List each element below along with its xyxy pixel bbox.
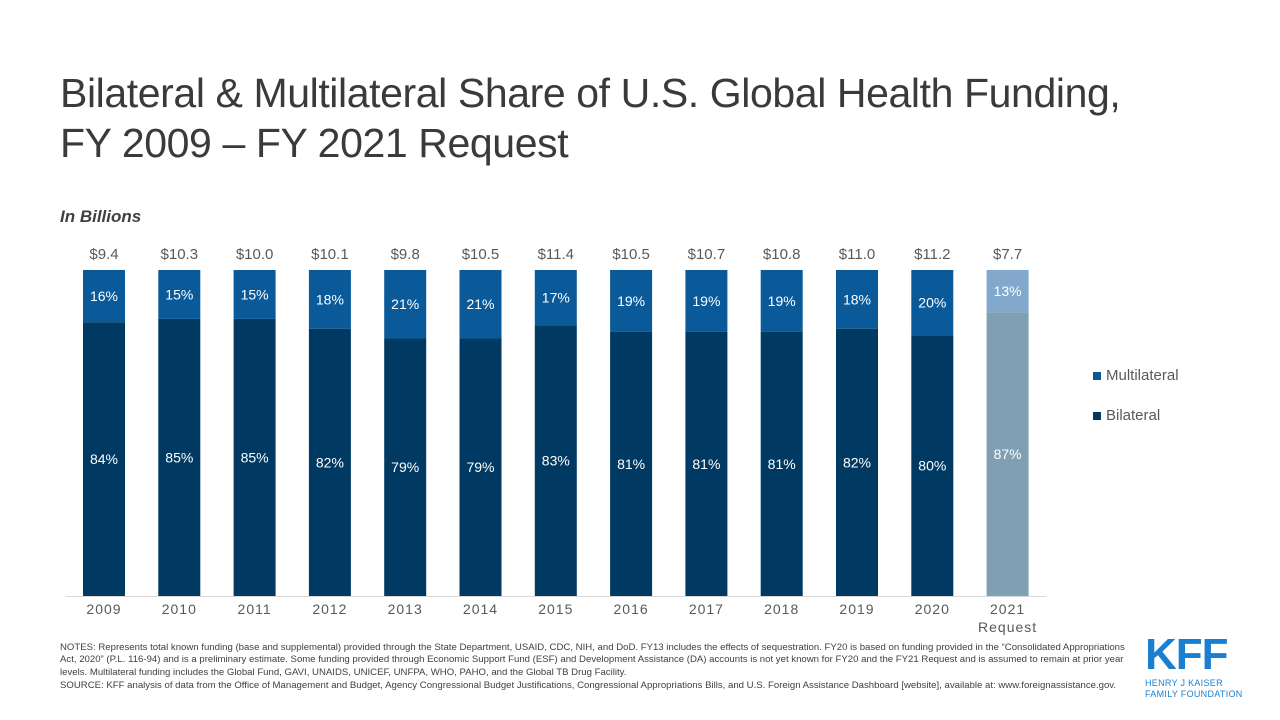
data-label-multilateral: 19% [692, 293, 720, 309]
bar-bilateral [534, 325, 577, 596]
source-text: SOURCE: KFF analysis of data from the Of… [60, 680, 1117, 692]
x-tick-label: 2021 [990, 601, 1025, 617]
logo-line-1: HENRY J KAISER [1145, 678, 1223, 688]
x-tick-label: 2014 [463, 601, 498, 617]
data-label-bilateral: 82% [843, 454, 871, 470]
bar-bilateral [233, 318, 276, 596]
x-tick-label: 2012 [312, 601, 347, 617]
data-label-bilateral: 84% [90, 451, 118, 467]
data-label-multilateral: 17% [542, 290, 570, 306]
data-label-multilateral: 19% [617, 293, 645, 309]
bar-bilateral [459, 338, 502, 596]
x-tick-label: 2016 [614, 601, 649, 617]
x-tick-label: 2018 [764, 601, 799, 617]
data-label-multilateral: 18% [316, 291, 344, 307]
bar-multilateral [911, 270, 954, 336]
data-label-bilateral: 82% [316, 454, 344, 470]
legend-swatch-bilateral [1093, 411, 1101, 420]
total-label: $10.3 [161, 246, 199, 263]
total-label: $10.1 [311, 246, 349, 263]
x-tick-label: 2013 [388, 601, 423, 617]
bar-multilateral [308, 270, 351, 329]
data-label-multilateral: 20% [918, 295, 946, 311]
total-label: $11.0 [839, 246, 875, 263]
bar-bilateral [986, 312, 1029, 596]
logo-line-2: FAMILY FOUNDATION [1145, 689, 1243, 699]
data-label-bilateral: 81% [617, 456, 645, 472]
bar-multilateral [836, 270, 878, 329]
total-label: $10.5 [612, 246, 650, 263]
x-tick-label: 2009 [86, 601, 121, 617]
bar-multilateral [384, 270, 427, 339]
chart-title: Bilateral & Multilateral Share of U.S. G… [60, 68, 1121, 168]
bar-multilateral [986, 270, 1029, 313]
total-label: $10.7 [688, 246, 726, 263]
unit-label: In Billions [60, 207, 142, 226]
bar-multilateral [83, 270, 125, 323]
data-label-bilateral: 81% [768, 456, 796, 472]
title-line-2: FY 2009 – FY 2021 Request [60, 120, 569, 166]
x-tick-label: 2017 [689, 601, 724, 617]
bar-bilateral [911, 335, 954, 596]
total-label: $11.4 [538, 246, 574, 263]
bar-multilateral [760, 270, 803, 332]
data-label-multilateral: 21% [391, 296, 419, 312]
bar-bilateral [158, 318, 201, 596]
x-tick-label: Request [978, 619, 1037, 635]
legend-item-multilateral: Multilateral [1093, 367, 1179, 384]
legend-item-bilateral: Bilateral [1093, 407, 1160, 424]
data-label-multilateral: 19% [768, 293, 796, 309]
notes-text: NOTES: Represents total known funding (b… [60, 642, 1125, 678]
data-label-multilateral: 21% [466, 296, 494, 312]
x-tick-label: 2011 [238, 601, 272, 617]
logo-mark: KFF [1145, 630, 1229, 679]
total-label: $9.4 [89, 246, 118, 263]
bar-bilateral [760, 331, 803, 596]
bar-multilateral [233, 270, 276, 319]
bar-multilateral [534, 270, 577, 326]
data-label-bilateral: 85% [165, 449, 193, 465]
data-label-bilateral: 83% [542, 453, 570, 469]
legend-label-bilateral: Bilateral [1106, 407, 1161, 424]
total-label: $7.7 [993, 246, 1022, 263]
x-tick-label: 2019 [839, 601, 874, 617]
data-label-bilateral: 79% [391, 459, 419, 475]
legend-swatch-multilateral [1093, 371, 1101, 380]
title-line-1: Bilateral & Multilateral Share of U.S. G… [60, 70, 1121, 116]
total-label: $10.8 [763, 246, 801, 263]
bar-bilateral [83, 322, 125, 596]
legend-label-multilateral: Multilateral [1106, 367, 1179, 384]
data-label-bilateral: 87% [994, 446, 1022, 462]
data-label-multilateral: 13% [994, 283, 1022, 299]
total-label: $10.0 [236, 246, 274, 263]
bar-multilateral [685, 270, 728, 332]
bar-bilateral [308, 328, 351, 596]
data-label-bilateral: 85% [241, 449, 269, 465]
data-label-multilateral: 15% [165, 286, 193, 302]
bar-multilateral [158, 270, 201, 319]
bar-bilateral [384, 338, 427, 596]
bar-bilateral [610, 331, 653, 596]
x-tick-label: 2020 [915, 601, 950, 617]
footnotes: NOTES: Represents total known funding (b… [60, 642, 1130, 694]
data-label-bilateral: 81% [692, 456, 720, 472]
data-label-multilateral: 15% [241, 286, 269, 302]
total-label: $11.2 [914, 246, 950, 263]
x-tick-label: 2010 [162, 601, 197, 617]
kff-logo: KFF HENRY J KAISER FAMILY FOUNDATION [1145, 632, 1245, 700]
data-label-bilateral: 80% [918, 458, 946, 474]
bar-multilateral [459, 270, 502, 339]
data-label-multilateral: 16% [90, 288, 118, 304]
bar-bilateral [685, 331, 728, 596]
x-tick-label: 2015 [538, 601, 573, 617]
bar-bilateral [836, 328, 878, 596]
total-label: $10.5 [462, 246, 500, 263]
bar-multilateral [610, 270, 653, 332]
data-label-bilateral: 79% [466, 459, 494, 475]
total-label: $9.8 [391, 246, 420, 263]
data-label-multilateral: 18% [843, 291, 871, 307]
